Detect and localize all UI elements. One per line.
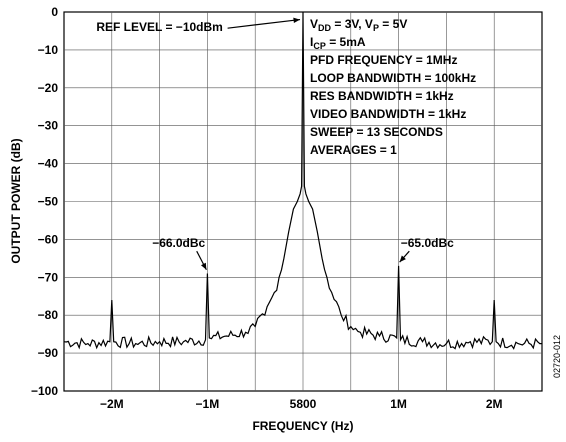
x-tick-label: −2M (100, 397, 124, 411)
annotation-arrowhead (399, 255, 406, 263)
y-tick-label: −30 (38, 119, 59, 133)
annotation-label: −66.0dBc (152, 236, 205, 250)
x-tick-label: −1M (196, 397, 220, 411)
annotation-arrowhead (293, 17, 300, 24)
annotation-arrowhead (200, 262, 207, 270)
y-tick-labels: 0 −10 −20 −30 −40 −50 −60 −70 −80 −90 −100 (31, 5, 58, 398)
settings-line: RES BANDWIDTH = 1kHz (310, 89, 454, 103)
x-tick-label: 5800 (290, 397, 317, 411)
x-tick-label: 1M (390, 397, 407, 411)
y-tick-label: −50 (38, 195, 59, 209)
settings-line: PFD FREQUENCY = 1MHz (310, 53, 457, 67)
settings-line: VIDEO BANDWIDTH = 1kHz (310, 107, 466, 121)
figure-id: 02720-012 (552, 335, 562, 378)
annotation-label: −65.0dBc (401, 236, 454, 250)
annotations: REF LEVEL = −10dBm −66.0dBc −65.0dBc (96, 17, 454, 270)
settings-line: VDD = 3V, VP = 5V (310, 17, 407, 33)
x-axis-title: FREQUENCY (Hz) (252, 419, 353, 433)
y-tick-label: −40 (38, 157, 59, 171)
y-tick-label: −10 (38, 43, 59, 57)
settings-line: LOOP BANDWIDTH = 100kHz (310, 71, 476, 85)
spectrum-trace (63, 11, 542, 350)
settings-block: VDD = 3V, VP = 5V ICP = 5mA PFD FREQUENCY … (310, 17, 476, 157)
y-tick-label: −20 (38, 81, 59, 95)
y-axis-title: OUTPUT POWER (dB) (9, 138, 23, 263)
y-tick-label: −70 (38, 270, 59, 284)
x-tick-labels: −2M −1M 5800 1M 2M (100, 397, 503, 411)
settings-line: AVERAGES = 1 (310, 143, 397, 157)
annotation-arrow (227, 18, 301, 29)
y-tick-label: −90 (38, 346, 59, 360)
settings-line: SWEEP = 13 SECONDS (310, 125, 443, 139)
y-tick-label: −80 (38, 308, 59, 322)
y-tick-label: −100 (31, 384, 58, 398)
settings-line: ICP = 5mA (310, 35, 366, 51)
y-tick-label: 0 (51, 5, 58, 19)
y-tick-label: −60 (38, 232, 59, 246)
x-tick-label: 2M (486, 397, 503, 411)
annotation-label: REF LEVEL = −10dBm (96, 20, 223, 34)
